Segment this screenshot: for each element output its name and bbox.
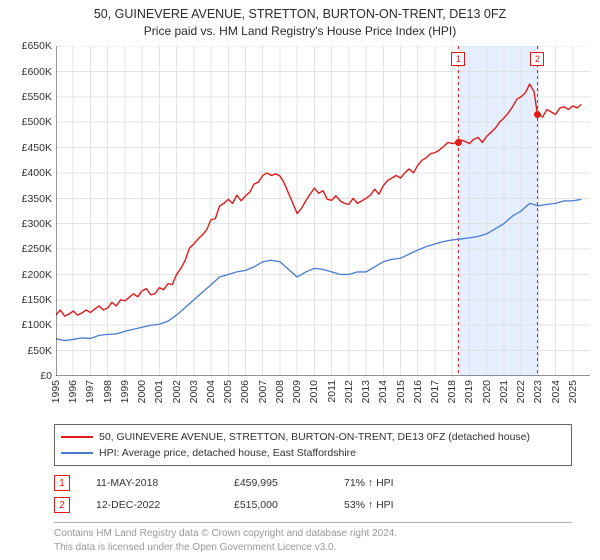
x-tick-label: 2006 (239, 380, 251, 403)
legend-row-property: 50, GUINEVERE AVENUE, STRETTON, BURTON-O… (61, 429, 565, 445)
legend-label-hpi: HPI: Average price, detached house, East… (99, 447, 356, 459)
marker-price: £515,000 (234, 499, 318, 511)
x-tick-label: 2002 (171, 380, 183, 403)
x-tick-label: 2009 (291, 380, 303, 403)
marker-number-box: 2 (54, 497, 70, 513)
marker-number-box: 1 (54, 475, 70, 491)
x-tick-label: 2000 (136, 380, 148, 403)
x-tick-label: 1998 (102, 380, 114, 403)
x-tick-label: 2011 (326, 380, 338, 403)
sale-marker-badge: 2 (530, 52, 544, 66)
y-tick-label: £600K (22, 66, 52, 78)
x-tick-label: 2010 (308, 380, 320, 403)
x-tick-label: 1997 (84, 380, 96, 403)
x-tick-label: 2016 (412, 380, 424, 403)
chart-subtitle: Price paid vs. HM Land Registry's House … (10, 24, 590, 38)
plot-svg (56, 46, 590, 376)
x-tick-label: 1999 (119, 380, 131, 403)
x-tick-label: 2015 (395, 380, 407, 403)
x-tick-label: 2004 (205, 380, 217, 403)
x-tick-label: 2021 (498, 380, 510, 403)
y-tick-label: £100K (22, 319, 52, 331)
marker-date: 11-MAY-2018 (96, 477, 208, 489)
marker-table: 1 11-MAY-2018 £459,995 71% ↑ HPI 2 12-DEC-202… (54, 472, 572, 523)
x-tick-label: 2017 (429, 380, 441, 403)
x-tick-label: 2014 (377, 380, 389, 403)
marker-pct: 53% ↑ HPI (344, 499, 434, 511)
x-tick-label: 2018 (446, 380, 458, 403)
y-tick-label: £150K (22, 294, 52, 306)
y-tick-label: £300K (22, 218, 52, 230)
legend: 50, GUINEVERE AVENUE, STRETTON, BURTON-O… (54, 424, 572, 466)
y-axis: £0£50K£100K£150K£200K£250K£300K£350K£400… (10, 46, 56, 376)
legend-swatch-hpi (61, 452, 93, 454)
legend-label-property: 50, GUINEVERE AVENUE, STRETTON, BURTON-O… (99, 431, 530, 443)
x-tick-label: 2020 (481, 380, 493, 403)
y-tick-label: £350K (22, 193, 52, 205)
x-tick-label: 2005 (222, 380, 234, 403)
y-tick-label: £250K (22, 243, 52, 255)
chart-container: 50, GUINEVERE AVENUE, STRETTON, BURTON-O… (0, 0, 600, 560)
chart-area: £0£50K£100K£150K£200K£250K£300K£350K£400… (10, 46, 590, 376)
marker-pct: 71% ↑ HPI (344, 477, 434, 489)
x-tick-label: 1996 (67, 380, 79, 403)
plot-region: 12 (56, 46, 590, 376)
legend-row-hpi: HPI: Average price, detached house, East… (61, 445, 565, 461)
x-tick-label: 2023 (532, 380, 544, 403)
x-tick-label: 2024 (550, 380, 562, 403)
marker-date: 12-DEC-2022 (96, 499, 208, 511)
marker-price: £459,995 (234, 477, 318, 489)
x-tick-label: 2025 (567, 380, 579, 403)
marker-row: 1 11-MAY-2018 £459,995 71% ↑ HPI (54, 472, 572, 494)
x-axis: 1995199619971998199920002001200220032004… (56, 376, 590, 418)
y-tick-label: £400K (22, 167, 52, 179)
x-tick-label: 2019 (463, 380, 475, 403)
x-tick-label: 2008 (274, 380, 286, 403)
attribution: Contains HM Land Registry data © Crown c… (54, 527, 590, 554)
x-tick-label: 2007 (257, 380, 269, 403)
x-tick-label: 2001 (153, 380, 165, 403)
x-tick-label: 2012 (343, 380, 355, 403)
y-tick-label: £50K (27, 345, 52, 357)
legend-swatch-property (61, 436, 93, 438)
x-tick-label: 2003 (188, 380, 200, 403)
y-tick-label: £550K (22, 91, 52, 103)
chart-title: 50, GUINEVERE AVENUE, STRETTON, BURTON-O… (10, 6, 590, 22)
sale-marker-badge: 1 (451, 52, 465, 66)
y-tick-label: £500K (22, 116, 52, 128)
y-tick-label: £200K (22, 269, 52, 281)
marker-row: 2 12-DEC-2022 £515,000 53% ↑ HPI (54, 494, 572, 516)
y-tick-label: £450K (22, 142, 52, 154)
y-tick-label: £650K (22, 40, 52, 52)
attribution-line-1: Contains HM Land Registry data © Crown c… (54, 527, 590, 541)
x-tick-label: 2022 (515, 380, 527, 403)
attribution-line-2: This data is licensed under the Open Gov… (54, 541, 590, 555)
x-tick-label: 1995 (50, 380, 62, 403)
x-tick-label: 2013 (360, 380, 372, 403)
